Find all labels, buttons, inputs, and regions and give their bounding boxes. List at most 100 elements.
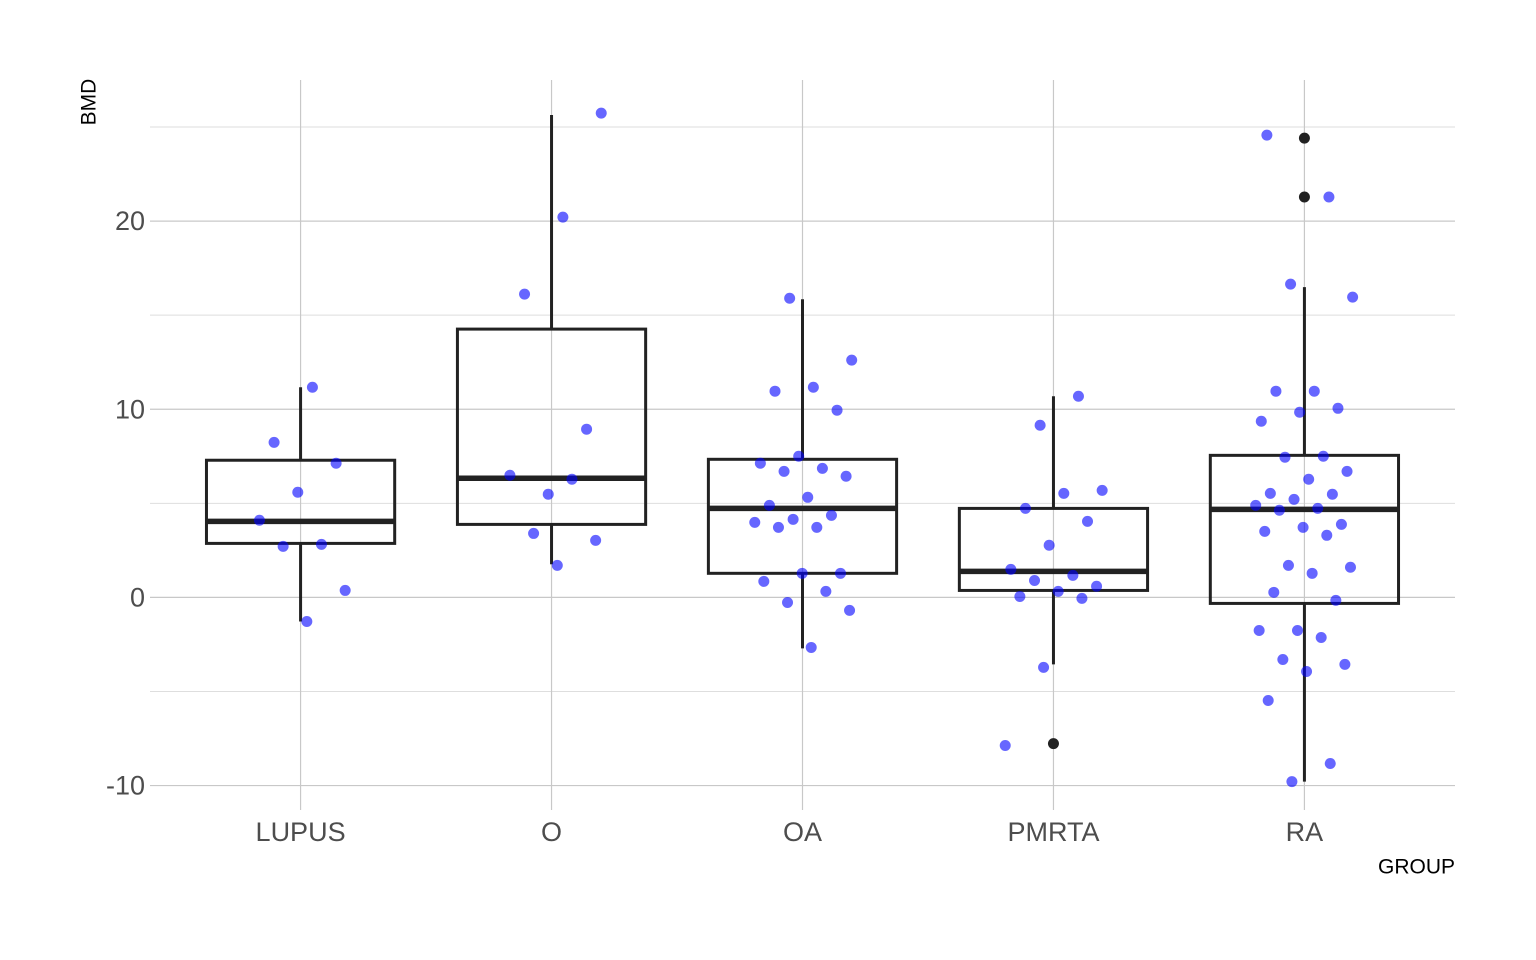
outlier — [1298, 132, 1310, 144]
jitter-point — [1330, 594, 1342, 606]
jitter-point — [844, 604, 856, 616]
jitter-point — [330, 457, 342, 469]
jitter-point — [1308, 385, 1320, 397]
jitter-point — [999, 739, 1011, 751]
jitter-point — [1038, 661, 1050, 673]
jitter-point — [551, 559, 563, 571]
jitter-point — [590, 534, 602, 546]
jitter-point — [811, 521, 823, 533]
jitter-point — [1277, 653, 1289, 665]
jitter-point — [1317, 450, 1329, 462]
jitter-point — [1270, 385, 1282, 397]
jitter-point — [1286, 776, 1298, 788]
jitter-point — [339, 584, 351, 596]
jitter-point — [581, 423, 593, 435]
jitter-point — [1043, 539, 1055, 551]
jitter-point — [1344, 561, 1356, 573]
box — [1208, 453, 1401, 605]
jitter-point — [807, 381, 819, 393]
jitter-point — [528, 527, 540, 539]
jitter-point — [749, 516, 761, 528]
jitter-point — [846, 354, 858, 366]
jitter-point — [1339, 658, 1351, 670]
jitter-point — [1067, 569, 1079, 581]
box — [455, 327, 648, 526]
jitter-point — [306, 381, 318, 393]
jitter-point — [1332, 402, 1344, 414]
jitter-point — [825, 509, 837, 521]
jitter-point — [782, 596, 794, 608]
jitter-point — [1341, 465, 1353, 477]
jitter-point — [292, 486, 304, 498]
jitter-point — [1058, 487, 1070, 499]
jitter-point — [1091, 580, 1103, 592]
jitter-point — [1279, 451, 1291, 463]
jitter-point — [301, 615, 313, 627]
jitter-point — [835, 567, 847, 579]
jitter-point — [1291, 625, 1303, 637]
jitter-point — [816, 462, 828, 474]
x-tick-label: LUPUS — [256, 817, 346, 847]
jitter-point — [1014, 590, 1026, 602]
jitter-point — [1034, 419, 1046, 431]
jitter-point — [1005, 563, 1017, 575]
jitter-point — [1288, 493, 1300, 505]
y-tick-label: -10 — [106, 771, 145, 801]
jitter-point — [1262, 695, 1274, 706]
jitter-point — [1294, 406, 1306, 418]
jitter-point — [831, 404, 843, 416]
jitter-point — [763, 499, 775, 511]
x-tick-label: RA — [1286, 817, 1324, 847]
jitter-point — [595, 107, 607, 119]
jitter-point — [1297, 521, 1309, 533]
jitter-point — [1255, 415, 1267, 427]
jitter-point — [1321, 529, 1333, 541]
jitter-point — [1303, 473, 1315, 485]
y-tick-label: 0 — [130, 583, 145, 613]
jitter-point — [1315, 631, 1327, 643]
jitter-point — [1347, 291, 1359, 303]
y-axis-title: BMD — [78, 79, 101, 126]
jitter-point — [787, 513, 799, 525]
jitter-point — [769, 385, 781, 397]
jitter-point — [820, 585, 832, 597]
jitter-point — [519, 288, 531, 300]
jitter-point — [1082, 515, 1094, 527]
jitter-point — [840, 470, 852, 482]
x-tick-label: OA — [783, 817, 822, 847]
jitter-point — [1323, 191, 1335, 203]
jitter-point — [1285, 278, 1297, 290]
jitter-point — [1326, 488, 1338, 500]
outlier — [1047, 738, 1059, 750]
jitter-point — [1306, 567, 1318, 579]
jitter-point — [793, 450, 805, 462]
jitter-point — [268, 436, 280, 448]
jitter-point — [802, 491, 814, 503]
jitter-point — [778, 465, 790, 477]
jitter-point — [1029, 574, 1041, 586]
jitter-point — [1052, 585, 1064, 597]
jitter-point — [1301, 666, 1313, 678]
jitter-point — [1019, 502, 1031, 514]
y-tick-label: 10 — [115, 394, 145, 424]
jitter-point — [1076, 592, 1088, 604]
x-axis-title: GROUP — [1378, 856, 1455, 879]
jitter-point — [1264, 487, 1276, 499]
x-tick-label: PMRTA — [1007, 817, 1099, 847]
jitter-point — [1268, 586, 1280, 598]
jitter-point — [1250, 499, 1262, 511]
jitter-point — [542, 488, 554, 500]
x-tick-label: O — [541, 817, 562, 847]
jitter-point — [253, 514, 265, 526]
jitter-point — [1312, 502, 1324, 514]
jitter-point — [504, 469, 516, 481]
jitter-point — [1282, 559, 1294, 571]
jitter-point — [315, 538, 327, 550]
y-tick-label: 20 — [115, 206, 145, 236]
jitter-point — [758, 575, 770, 587]
jitter-point — [796, 567, 808, 579]
jitter-point — [1253, 625, 1265, 637]
jitter-point — [1273, 504, 1285, 516]
jitter-point — [805, 641, 817, 653]
